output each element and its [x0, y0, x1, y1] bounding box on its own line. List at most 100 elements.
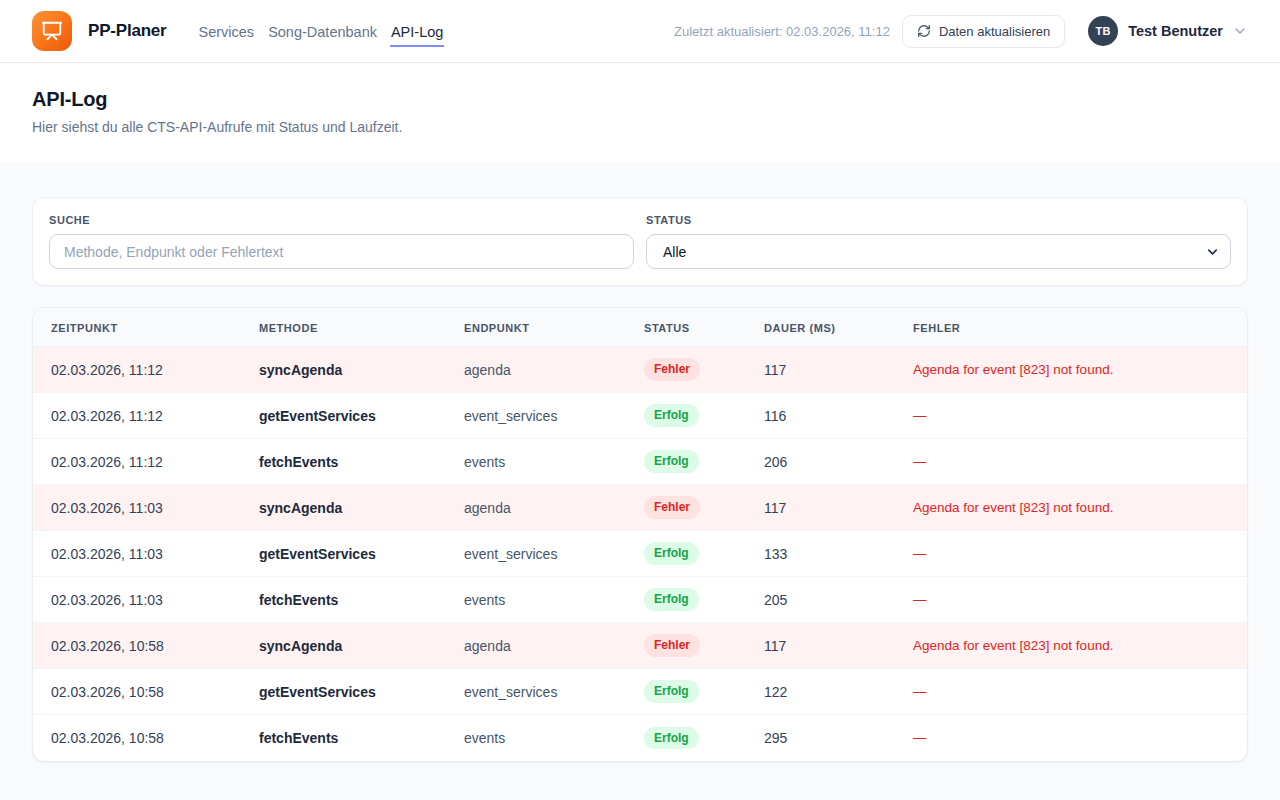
- cell-fehler: —: [895, 715, 1247, 761]
- cell-endpunkt: events: [446, 715, 626, 761]
- status-badge: Fehler: [644, 496, 700, 518]
- chevron-down-icon[interactable]: [1232, 23, 1248, 39]
- cell-endpunkt: agenda: [446, 485, 626, 531]
- table-row: 02.03.2026, 11:12syncAgendaagendaFehler1…: [33, 347, 1247, 393]
- column-header-status: STATUS: [626, 308, 746, 347]
- status-badge: Fehler: [644, 358, 700, 380]
- filter-card: SUCHE STATUS Alle: [32, 197, 1248, 286]
- search-label: SUCHE: [49, 214, 634, 226]
- cell-fehler: —: [895, 577, 1247, 623]
- cell-dauer: 295: [746, 715, 895, 761]
- cell-status: Erfolg: [626, 715, 746, 761]
- cell-endpunkt: event_services: [446, 669, 626, 715]
- cell-methode: fetchEvents: [241, 715, 446, 761]
- page-title: API-Log: [32, 88, 1248, 111]
- table-row: 02.03.2026, 11:12fetchEventsevents Erfolg…: [33, 439, 1247, 485]
- cell-methode: syncAgenda: [241, 485, 446, 531]
- status-badge: Erfolg: [644, 588, 699, 610]
- presentation-icon: [41, 20, 63, 42]
- page-subtitle: Hier siehst du alle CTS-API-Aufrufe mit …: [32, 119, 1248, 135]
- cell-methode: getEventServices: [241, 669, 446, 715]
- brand-name: PP-Planer: [88, 21, 167, 41]
- main-content: SUCHE STATUS Alle: [0, 162, 1280, 762]
- cell-zeitpunkt: 02.03.2026, 11:12: [33, 393, 241, 439]
- cell-methode: syncAgenda: [241, 347, 446, 393]
- avatar[interactable]: TB: [1088, 16, 1118, 46]
- cell-zeitpunkt: 02.03.2026, 10:58: [33, 669, 241, 715]
- cell-endpunkt: event_services: [446, 393, 626, 439]
- column-header-fehler: FEHLER: [895, 308, 1247, 347]
- column-header-dauer: DAUER (MS): [746, 308, 895, 347]
- table-body: 02.03.2026, 11:12syncAgendaagendaFehler1…: [33, 347, 1247, 761]
- api-log-table-card: ZEITPUNKT METHODE ENDPUNKT STATUS DAUER …: [32, 307, 1248, 762]
- cell-fehler: —: [895, 439, 1247, 485]
- nav-item-services[interactable]: Services: [198, 16, 256, 47]
- table-row: 02.03.2026, 11:03getEventServicesevent_s…: [33, 531, 1247, 577]
- topbar: PP-Planer Services Song-Datenbank API-Lo…: [0, 0, 1280, 63]
- status-badge: Erfolg: [644, 450, 699, 472]
- nav-item-song-datenbank[interactable]: Song-Datenbank: [267, 16, 378, 47]
- cell-endpunkt: events: [446, 439, 626, 485]
- nav-item-api-log[interactable]: API-Log: [390, 16, 444, 47]
- cell-zeitpunkt: 02.03.2026, 11:12: [33, 439, 241, 485]
- table-row: 02.03.2026, 11:03fetchEventsevents Erfolg…: [33, 577, 1247, 623]
- cell-status: Fehler: [626, 347, 746, 393]
- table-row: 02.03.2026, 10:58fetchEventsevents Erfolg…: [33, 715, 1247, 761]
- cell-status: Erfolg: [626, 577, 746, 623]
- cell-status: Erfolg: [626, 439, 746, 485]
- status-badge: Fehler: [644, 634, 700, 656]
- cell-status: Erfolg: [626, 393, 746, 439]
- table-row: 02.03.2026, 10:58syncAgendaagendaFehler1…: [33, 623, 1247, 669]
- cell-methode: getEventServices: [241, 531, 446, 577]
- cell-dauer: 117: [746, 485, 895, 531]
- cell-zeitpunkt: 02.03.2026, 10:58: [33, 715, 241, 761]
- cell-endpunkt: event_services: [446, 531, 626, 577]
- refresh-icon: [917, 24, 931, 38]
- cell-fehler: Agenda for event [823] not found.: [895, 485, 1247, 531]
- cell-zeitpunkt: 02.03.2026, 11:03: [33, 577, 241, 623]
- cell-dauer: 122: [746, 669, 895, 715]
- table-row: 02.03.2026, 11:03syncAgendaagenda Fehler 1…: [33, 485, 1247, 531]
- app-logo: [32, 11, 72, 51]
- status-field-group: STATUS Alle: [646, 214, 1231, 269]
- search-field-group: SUCHE: [49, 214, 634, 269]
- page-header: API-Log Hier siehst du alle CTS-API-Aufr…: [0, 63, 1280, 162]
- table-head: ZEITPUNKT METHODE ENDPUNKT STATUS DAUER …: [33, 308, 1247, 347]
- search-input[interactable]: [49, 234, 634, 269]
- cell-status: Erfolg: [626, 531, 746, 577]
- status-badge: Erfolg: [644, 542, 699, 564]
- cell-status: Erfolg: [626, 669, 746, 715]
- cell-fehler: —: [895, 393, 1247, 439]
- user-name: Test Benutzer: [1128, 23, 1223, 39]
- cell-dauer: 117: [746, 347, 895, 393]
- cell-dauer: 205: [746, 577, 895, 623]
- column-header-zeitpunkt: ZEITPUNKT: [33, 308, 241, 347]
- cell-zeitpunkt: 02.03.2026, 11:03: [33, 485, 241, 531]
- refresh-button-label: Daten aktualisieren: [939, 24, 1050, 39]
- status-badge: Erfolg: [644, 727, 699, 749]
- status-badge: Erfolg: [644, 680, 699, 702]
- cell-fehler: Agenda for event [823] not found.: [895, 347, 1247, 393]
- cell-dauer: 206: [746, 439, 895, 485]
- cell-methode: getEventServices: [241, 393, 446, 439]
- cell-endpunkt: agenda: [446, 623, 626, 669]
- column-header-endpunkt: ENDPUNKT: [446, 308, 626, 347]
- cell-endpunkt: agenda: [446, 347, 626, 393]
- status-select[interactable]: Alle: [646, 234, 1231, 269]
- cell-dauer: 116: [746, 393, 895, 439]
- api-log-table: ZEITPUNKT METHODE ENDPUNKT STATUS DAUER …: [33, 308, 1247, 761]
- cell-fehler: Agenda for event [823] not found.: [895, 623, 1247, 669]
- main-nav: Services Song-Datenbank API-Log: [198, 0, 445, 62]
- status-select-wrap: Alle: [646, 234, 1231, 269]
- refresh-data-button[interactable]: Daten aktualisieren: [902, 15, 1065, 48]
- status-badge: Erfolg: [644, 404, 699, 426]
- cell-endpunkt: events: [446, 577, 626, 623]
- cell-dauer: 117: [746, 623, 895, 669]
- cell-methode: fetchEvents: [241, 439, 446, 485]
- cell-zeitpunkt: 02.03.2026, 11:03: [33, 531, 241, 577]
- table-row: 02.03.2026, 10:58getEventServicesevent_s…: [33, 669, 1247, 715]
- cell-dauer: 133: [746, 531, 895, 577]
- cell-methode: syncAgenda: [241, 623, 446, 669]
- cell-methode: fetchEvents: [241, 577, 446, 623]
- table-row: 02.03.2026, 11:12getEventServicesevent_s…: [33, 393, 1247, 439]
